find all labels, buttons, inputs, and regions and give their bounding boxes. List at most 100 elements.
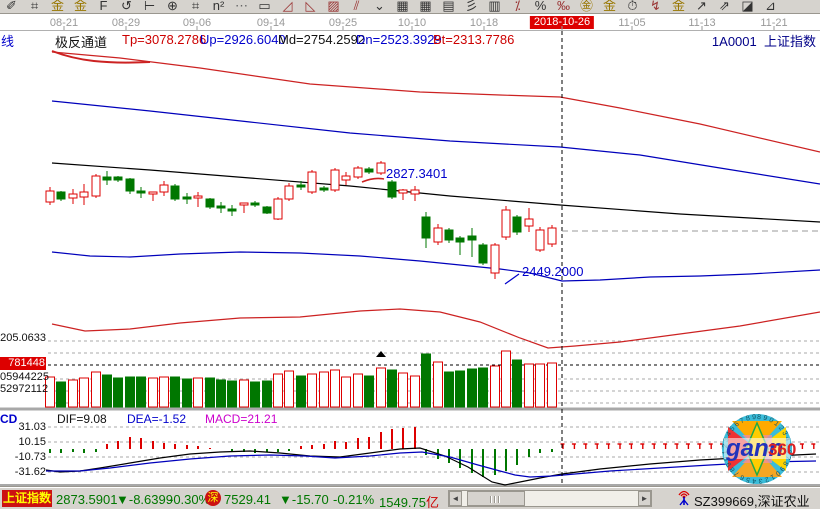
candle: [159, 184, 169, 193]
toolbar-tool-icon[interactable]: ◺: [305, 0, 316, 13]
toolbar-tool-icon[interactable]: %: [534, 0, 547, 13]
horizontal-scrollbar[interactable]: ◄ ►: [448, 490, 652, 507]
toolbar-tool-icon[interactable]: ▦: [396, 0, 409, 13]
toolbar-tool-icon[interactable]: ▨: [327, 0, 340, 13]
toolbar-tool-icon[interactable]: F: [99, 0, 108, 13]
toolbar-tool-icon[interactable]: ⌄: [374, 0, 385, 13]
candle: [341, 175, 351, 181]
toolbar-tool-icon[interactable]: 金: [602, 0, 616, 13]
dif-line: [45, 447, 817, 486]
macd-pane-label: CD: [0, 412, 18, 426]
candle: [262, 206, 272, 214]
volume-bar: [79, 377, 89, 408]
scroll-right-button[interactable]: ►: [638, 491, 651, 506]
candle: [547, 227, 557, 245]
toolbar-tool-icon[interactable]: 彡: [464, 0, 478, 13]
candle: [387, 181, 397, 198]
toolbar-tool-icon[interactable]: ▭: [258, 0, 271, 13]
candle: [45, 190, 55, 203]
volume-bar: [113, 377, 123, 408]
toolbar-tool-icon[interactable]: ⊕: [167, 0, 178, 13]
volume-current-badge: 781448: [0, 357, 46, 370]
toolbar-tool-icon[interactable]: 金: [73, 0, 87, 13]
logo-number: 360: [768, 440, 796, 459]
linked-stock-code[interactable]: SZ399669,深证农业: [694, 494, 810, 509]
index-value: 2873.5901: [56, 492, 118, 507]
symbol-header: 1A0001 上证指数: [712, 31, 816, 50]
candle: [478, 244, 488, 264]
candle: [490, 244, 500, 274]
macd-scale-3: -10.73: [14, 451, 46, 463]
toolbar-tool-icon[interactable]: ▤: [442, 0, 455, 13]
toolbar-tool-icon[interactable]: ⊢: [143, 0, 156, 13]
toolbar-tool-icon[interactable]: ⁒: [514, 0, 521, 13]
candle: [239, 202, 249, 206]
volume-bar: [524, 363, 534, 408]
volume-bar: [387, 369, 397, 408]
volume-bar: [284, 370, 294, 408]
volume-bar: [68, 379, 78, 408]
toolbar-tool-icon[interactable]: ‰: [557, 0, 570, 13]
toolbar-tool-icon[interactable]: ↯: [650, 0, 661, 13]
candle: [250, 202, 260, 206]
toolbar-tool-icon[interactable]: ✐: [6, 0, 17, 13]
volume-bar: [467, 368, 477, 408]
date-tick-label: 11-05: [618, 17, 646, 29]
param-up: Up=2926.6040: [200, 32, 286, 47]
volume-bar: [376, 367, 386, 408]
toolbar-tool-icon[interactable]: 金: [50, 0, 64, 13]
toolbar-tool-icon[interactable]: ⊿: [765, 0, 776, 13]
candle: [296, 184, 306, 188]
volume-bar: [512, 359, 522, 408]
price-annotation-low: 2449.2000: [522, 264, 584, 279]
volume-bar: [433, 361, 443, 408]
toolbar-tool-icon[interactable]: 金: [671, 0, 685, 13]
date-tick-label: 09-25: [328, 17, 358, 29]
shenzhen-badge[interactable]: 深: [205, 490, 221, 506]
candle: [216, 205, 226, 209]
index-name-badge[interactable]: 上证指数: [2, 490, 52, 507]
toolbar-tool-icon[interactable]: ⌗: [191, 0, 200, 13]
drawing-toolbar: ✐ ⌗ 金金 F ↺ ⊢ ⊕ ⌗ n² ⋯ ▭ ◿ ◺ ▨ ⫽ ⌄ ▦ ▦ ▤ 彡 ▥ ⁒% ‰ ㊎金 ⏱ ↯ 金 ↗ ⇗ ◪ ⊿: [0, 0, 820, 14]
signal-antenna-icon: [678, 490, 690, 506]
toolbar-tool-icon[interactable]: ◪: [741, 0, 754, 13]
channel-line-Bt: [51, 308, 820, 349]
volume-bar: [193, 377, 203, 408]
candle: [148, 191, 158, 195]
dea-line: [46, 451, 817, 478]
toolbar-tool-icon[interactable]: ㊎: [579, 0, 593, 13]
toolbar-tool-icon[interactable]: ⇗: [719, 0, 730, 13]
pane-corner-label[interactable]: 线: [1, 34, 15, 49]
volume-bar: [455, 370, 465, 408]
date-tick-label: 08-29: [111, 17, 141, 29]
toolbar-tool-icon[interactable]: ⏱: [627, 0, 638, 13]
toolbar-tool-icon[interactable]: ◿: [282, 0, 293, 13]
toolbar-tool-icon[interactable]: ⌗: [30, 0, 39, 13]
param-dn: Dn=2523.3929: [356, 32, 442, 47]
candle: [455, 237, 465, 243]
candle: [56, 191, 66, 200]
sz-percent: -0.21%: [333, 492, 375, 507]
volume-bar: [353, 373, 363, 408]
toolbar-tool-icon[interactable]: ↺: [121, 0, 132, 13]
scroll-left-button[interactable]: ◄: [449, 491, 462, 506]
toolbar-tool-icon[interactable]: ⫽: [353, 0, 360, 13]
candle: [376, 162, 386, 174]
toolbar-tool-icon[interactable]: ▦: [419, 0, 432, 13]
toolbar-tool-icon[interactable]: ⋯: [235, 0, 248, 13]
candle: [330, 169, 340, 191]
scroll-thumb[interactable]: [467, 491, 525, 506]
toolbar-tool-icon[interactable]: n²: [212, 0, 225, 13]
candle: [524, 218, 534, 227]
volume-scale-mid: 05944225: [0, 371, 49, 383]
date-tick-label: 09-06: [182, 17, 212, 29]
volume-marker-triangle: [376, 351, 386, 357]
gann360-logo: 8901234567890123456789012345678901234567…: [716, 411, 796, 484]
candle: [284, 185, 294, 200]
volume-bar: [330, 369, 340, 408]
candle: [170, 185, 180, 200]
toolbar-tool-icon[interactable]: ↗: [696, 0, 707, 13]
toolbar-tool-icon[interactable]: ▥: [488, 0, 501, 13]
volume-bar: [56, 381, 66, 408]
